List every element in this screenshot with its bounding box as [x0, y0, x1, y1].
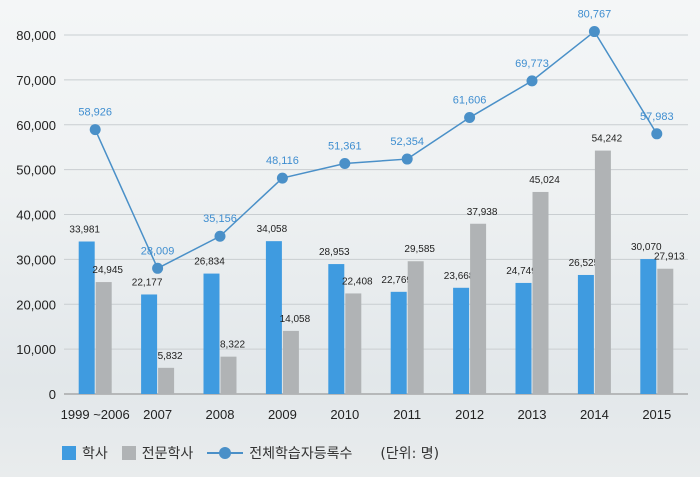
line-label-total: 58,926	[78, 107, 112, 119]
bar-associate	[657, 268, 674, 394]
bar-bachelor	[453, 287, 470, 394]
bar-label-associate: 14,058	[280, 314, 311, 325]
bar-label-bachelor: 34,058	[257, 224, 288, 235]
legend-label-associate: 전문학사	[141, 446, 194, 462]
x-tick-label: 1999 ~2006	[61, 407, 130, 422]
x-tick-label: 2007	[143, 407, 172, 422]
line-point-total	[276, 172, 288, 184]
bar-bachelor	[515, 282, 532, 394]
legend-swatch-total	[207, 446, 244, 460]
bar-label-associate: 54,242	[592, 134, 623, 145]
bar-associate	[407, 261, 424, 394]
bar-bachelor	[328, 264, 345, 394]
line-point-total	[89, 124, 101, 136]
y-tick-label: 0	[49, 387, 56, 402]
y-tick-label: 20,000	[16, 297, 56, 312]
bar-label-bachelor: 26,525	[569, 258, 600, 269]
legend: 학사 전문학사 전체학습자등록수 (단위: 명)	[62, 443, 439, 463]
line-label-total: 52,354	[390, 136, 424, 148]
legend-item-associate: 전문학사	[121, 443, 194, 463]
x-tick-label: 2011	[393, 407, 421, 422]
x-tick-label: 2014	[580, 407, 609, 422]
bar-label-bachelor: 28,953	[319, 247, 350, 258]
bar-bachelor	[265, 241, 282, 394]
line-point-total	[401, 153, 413, 165]
bar-associate	[345, 293, 362, 394]
y-tick-label: 30,000	[16, 252, 56, 267]
line-point-total	[651, 128, 663, 140]
x-tick-label: 2013	[518, 407, 547, 422]
line-point-total	[152, 262, 164, 274]
legend-label-bachelor: 학사	[82, 446, 108, 462]
bar-bachelor	[141, 294, 158, 394]
legend-item-total: 전체학습자등록수	[207, 443, 352, 463]
line-label-total: 35,156	[203, 213, 237, 225]
legend-swatch-associate	[121, 446, 136, 460]
line-total	[94, 30, 658, 270]
bar-bachelor	[390, 291, 407, 394]
legend-label-total: 전체학습자등록수	[249, 446, 353, 462]
bar-label-associate: 27,913	[654, 252, 685, 263]
x-tick-label: 2010	[330, 407, 359, 422]
y-tick-label: 40,000	[16, 208, 56, 223]
bar-label-associate: 45,024	[529, 175, 560, 186]
bar-label-bachelor: 33,981	[69, 225, 100, 236]
bar-associate	[95, 282, 112, 394]
y-tick-label: 10,000	[16, 342, 56, 357]
bar-associate	[220, 356, 237, 394]
bar-label-associate: 24,945	[92, 265, 123, 276]
line-point-total	[588, 26, 600, 38]
y-tick-label: 60,000	[16, 118, 56, 133]
x-tick-label: 2009	[268, 407, 297, 422]
bar-label-associate: 22,408	[342, 276, 373, 287]
line-label-total: 69,773	[515, 58, 549, 70]
legend-swatch-bachelor	[62, 446, 76, 460]
line-point-total	[464, 112, 476, 124]
bar-label-bachelor: 22,177	[132, 277, 163, 288]
line-label-total: 80,767	[578, 9, 612, 21]
bar-bachelor	[640, 259, 657, 394]
legend-item-bachelor: 학사	[62, 443, 108, 463]
line-label-total: 61,606	[453, 95, 487, 107]
bar-label-associate: 8,322	[220, 340, 245, 351]
bar-label-bachelor: 30,070	[631, 242, 662, 253]
line-point-total	[526, 75, 538, 87]
bar-associate	[282, 330, 299, 394]
bar-label-bachelor: 24,749	[506, 266, 537, 277]
bar-label-bachelor: 26,834	[194, 257, 225, 268]
bar-bachelor	[78, 241, 95, 394]
x-tick-label: 2012	[455, 407, 484, 422]
line-point-total	[214, 230, 226, 242]
line-label-total: 57,983	[640, 111, 674, 123]
y-tick-label: 70,000	[16, 73, 56, 88]
x-tick-label: 2015	[642, 407, 671, 422]
bar-label-associate: 29,585	[404, 244, 435, 255]
bar-bachelor	[203, 273, 220, 394]
line-label-total: 28,009	[141, 245, 175, 257]
line-label-total: 51,361	[328, 141, 362, 153]
bar-bachelor	[577, 274, 594, 394]
y-tick-label: 80,000	[16, 28, 56, 43]
bar-label-bachelor: 22,769	[381, 275, 412, 286]
line-point-total	[339, 158, 351, 170]
unit-label: (단위: 명)	[380, 446, 440, 462]
bar-label-associate: 37,938	[467, 207, 498, 218]
bar-associate	[158, 367, 175, 394]
bar-associate	[532, 191, 549, 394]
bar-associate	[470, 223, 487, 394]
line-label-total: 48,116	[266, 155, 299, 167]
x-tick-label: 2008	[206, 407, 235, 422]
bar-label-associate: 5,832	[158, 351, 183, 362]
bar-associate	[594, 150, 611, 394]
y-tick-label: 50,000	[16, 163, 56, 178]
bar-label-bachelor: 23,668	[444, 271, 475, 282]
